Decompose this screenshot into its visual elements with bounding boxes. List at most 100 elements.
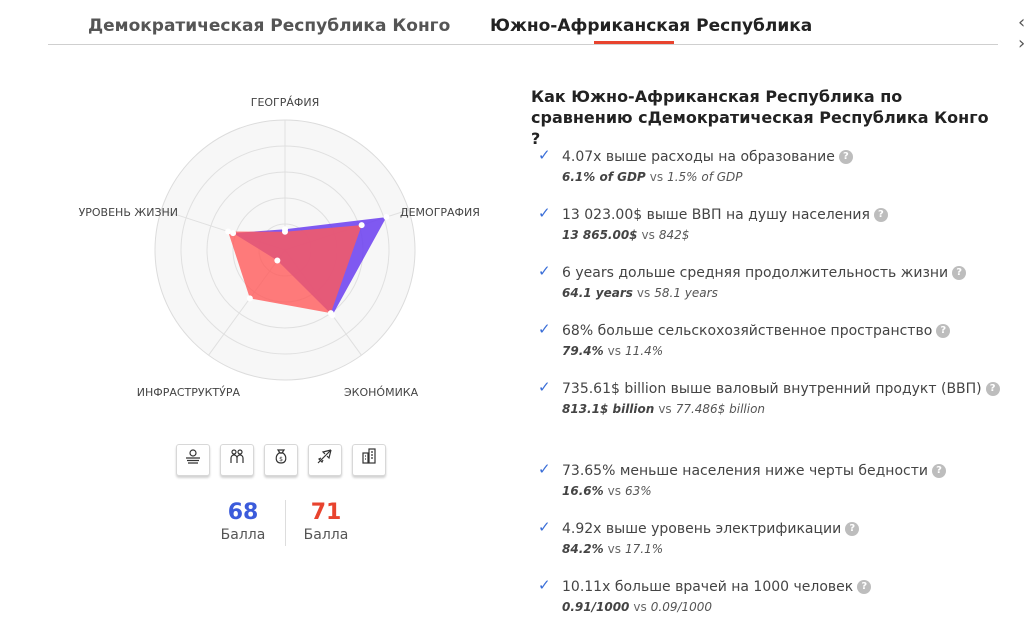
value-drc: 0.09/1000 — [650, 600, 713, 614]
radar-chart: ГЕОГРА́ФИЯ ДЕМОГРАФИЯ ЭКОНО́МИКА ИНФРАСТ… — [79, 95, 480, 399]
value-drc: 63% — [625, 484, 652, 498]
radar-point — [327, 310, 334, 317]
vs-label: vs — [607, 484, 621, 498]
comparison-fact: ✓ 4.07x выше расходы на образование? 6.1% … — [538, 146, 1012, 184]
value-drc: 17.1% — [625, 542, 664, 556]
tab-drc[interactable]: Демократическая Республика Конго — [88, 16, 451, 36]
vs-label: vs — [658, 402, 672, 416]
radar-point — [383, 214, 390, 221]
radar-point — [274, 257, 281, 264]
value-south-africa: 13 865.00$ — [562, 228, 638, 242]
check-icon: ✓ — [538, 576, 551, 594]
chevron-right-icon[interactable]: › — [1018, 33, 1028, 54]
money-bag-icon[interactable]: $ — [264, 444, 298, 476]
value-drc: 77.486$ billion — [675, 402, 766, 416]
fact-values: 64.1 years vs 58.1 years — [562, 286, 1012, 300]
value-south-africa: 64.1 years — [562, 286, 633, 300]
fact-values: 813.1$ billion vs 77.486$ billion — [562, 402, 1012, 416]
fact-title: 6 years дольше средняя продолжительность… — [562, 262, 1012, 284]
airplane-icon[interactable] — [308, 444, 342, 476]
help-icon[interactable]: ? — [873, 208, 888, 222]
fact-title: 68% больше сельскохозяйственное простран… — [562, 320, 1012, 342]
vs-label: vs — [633, 600, 647, 614]
comparison-fact: ✓ 10.11x больше врачей на 1000 человек? 0.… — [538, 576, 1012, 614]
country-tabs: Демократическая Республика Конго Южно-Аф… — [48, 0, 1025, 54]
fact-title: 4.07x выше расходы на образование? — [562, 146, 1012, 168]
check-icon: ✓ — [538, 204, 551, 222]
axis-label-geography: ГЕОГРА́ФИЯ — [251, 95, 320, 109]
value-drc: 58.1 years — [654, 286, 718, 300]
fact-values: 6.1% of GDP vs 1.5% of GDP — [562, 170, 1012, 184]
axis-label-infrastructure: ИНФРАСТРУКТУ́РА — [137, 385, 241, 399]
comparison-fact: ✓ 73.65% меньше населения ниже черты бедн… — [538, 460, 1012, 498]
fact-values: 13 865.00$ vs 842$ — [562, 228, 1012, 242]
comparison-fact: ✓ 6 years дольше средняя продолжительност… — [538, 262, 1012, 300]
fact-values: 84.2% vs 17.1% — [562, 542, 1012, 556]
check-icon: ✓ — [538, 378, 551, 396]
value-drc: 11.4% — [625, 344, 664, 358]
value-south-africa: 6.1% of GDP — [562, 170, 646, 184]
vs-label: vs — [607, 344, 621, 358]
active-tab-indicator — [594, 41, 674, 44]
people-icon[interactable] — [220, 444, 254, 476]
value-drc: 842$ — [658, 228, 690, 242]
category-icons: $ — [176, 444, 396, 476]
check-icon: ✓ — [538, 262, 551, 280]
radar-points — [225, 214, 390, 319]
comparison-fact: ✓ 13 023.00$ выше ВВП на душу населения? 1… — [538, 204, 1012, 242]
radar-point — [282, 228, 288, 235]
comparison-fact: ✓ 68% больше сельскохозяйственное простра… — [538, 320, 1012, 358]
radar-series-1 — [228, 225, 362, 314]
fact-title: 73.65% меньше населения ниже черты бедно… — [562, 460, 1012, 482]
buildings-icon[interactable] — [352, 444, 386, 476]
value-south-africa: 16.6% — [562, 484, 604, 498]
score-label-drc: Балла — [220, 527, 266, 543]
fact-title: 735.61$ billion выше валовый внутренний … — [562, 378, 1012, 400]
help-icon[interactable]: ? — [985, 382, 1000, 396]
help-icon[interactable]: ? — [857, 580, 872, 594]
score-value-south-africa: 71 — [310, 500, 342, 525]
vs-label: vs — [607, 542, 621, 556]
tab-south-africa[interactable]: Южно-Африканская Республика — [490, 16, 813, 36]
radar-series — [228, 217, 387, 316]
axis-label-demography: ДЕМОГРАФИЯ — [400, 206, 480, 219]
value-south-africa: 813.1$ billion — [562, 402, 655, 416]
axis-label-economy: ЭКОНО́МИКА — [344, 385, 419, 399]
score-south-africa: 71 Балла — [286, 500, 366, 543]
help-icon[interactable]: ? — [845, 522, 860, 536]
value-south-africa: 0.91/1000 — [562, 600, 630, 614]
svg-text:$: $ — [279, 456, 283, 463]
help-icon[interactable]: ? — [838, 150, 853, 164]
help-icon[interactable]: ? — [952, 266, 967, 280]
chevron-left-icon[interactable]: ‹ — [1018, 12, 1028, 33]
check-icon: ✓ — [538, 460, 551, 478]
radar-point — [358, 222, 365, 229]
score-drc: 68 Балла — [203, 500, 283, 543]
value-south-africa: 84.2% — [562, 542, 604, 556]
comparison-heading: Как Южно-Африканская Республика по сравн… — [531, 87, 989, 148]
fact-title: 10.11x больше врачей на 1000 человек? — [562, 576, 1012, 598]
landscape-icon[interactable] — [176, 444, 210, 476]
fact-title: 13 023.00$ выше ВВП на душу населения? — [562, 204, 1012, 226]
vs-label: vs — [636, 286, 651, 300]
score-divider — [285, 500, 286, 546]
radar-point — [246, 295, 253, 302]
score-label-south-africa: Балла — [303, 527, 349, 543]
help-icon[interactable]: ? — [936, 324, 951, 338]
radar-point — [225, 228, 232, 235]
fact-values: 16.6% vs 63% — [562, 484, 1012, 498]
fact-title: 4.92x выше уровень электрификации? — [562, 518, 1012, 540]
vs-label: vs — [649, 170, 664, 184]
vs-label: vs — [641, 228, 655, 242]
check-icon: ✓ — [538, 146, 551, 164]
radar-point — [230, 230, 237, 237]
fact-values: 0.91/1000 vs 0.09/1000 — [562, 600, 1012, 614]
score-value-drc: 68 — [227, 500, 259, 525]
comparison-fact: ✓ 735.61$ billion выше валовый внутренний… — [538, 378, 1012, 416]
help-icon[interactable]: ? — [931, 464, 946, 478]
value-south-africa: 79.4% — [562, 344, 604, 358]
axis-label-living-standard: УРОВЕНЬ ЖИЗНИ — [79, 206, 178, 219]
value-drc: 1.5% of GDP — [667, 170, 743, 184]
check-icon: ✓ — [538, 518, 551, 536]
tab-nav: ‹› — [1016, 12, 1029, 54]
